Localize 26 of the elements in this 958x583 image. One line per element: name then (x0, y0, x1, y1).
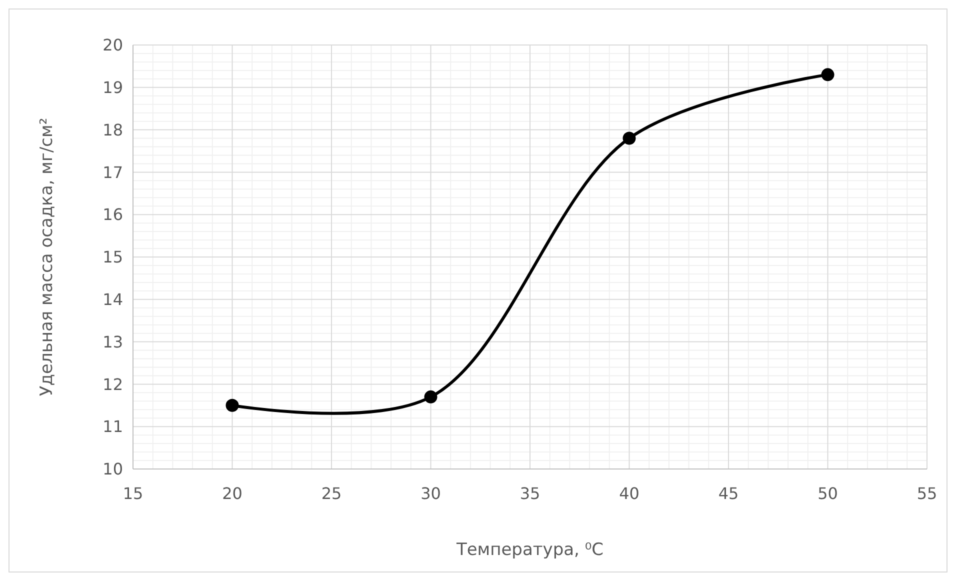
x-axis-title: Температура, ⁰С (455, 540, 604, 560)
x-tick-label: 35 (520, 484, 540, 503)
y-tick-label: 18 (102, 120, 123, 140)
y-tick-label: 14 (102, 290, 123, 309)
point (622, 132, 636, 145)
x-tick-label: 15 (122, 484, 144, 503)
point (821, 68, 834, 82)
y-tick-label: 17 (102, 162, 123, 182)
y-tick-label: 20 (102, 36, 123, 55)
point (424, 390, 438, 404)
x-tick-label: 50 (818, 484, 838, 503)
y-tick-label: 13 (102, 332, 123, 352)
x-tick-label: 55 (916, 484, 938, 503)
x-tick-label: 30 (420, 484, 441, 503)
x-tick-label: 40 (619, 484, 640, 503)
x-tick-label: 45 (718, 484, 739, 503)
y-tick-label: 11 (102, 417, 123, 436)
x-tick-label: 20 (222, 484, 242, 503)
y-tick-label: 12 (102, 374, 123, 394)
y-tick-label: 19 (102, 78, 123, 97)
y-tick-label: 15 (102, 248, 123, 267)
point (226, 398, 239, 412)
y-axis-title: Удельная масса осадка, мг/см² (37, 118, 57, 396)
y-tick-label: 16 (102, 205, 123, 224)
y-tick-label: 10 (102, 460, 123, 479)
x-tick-label: 25 (321, 484, 342, 503)
